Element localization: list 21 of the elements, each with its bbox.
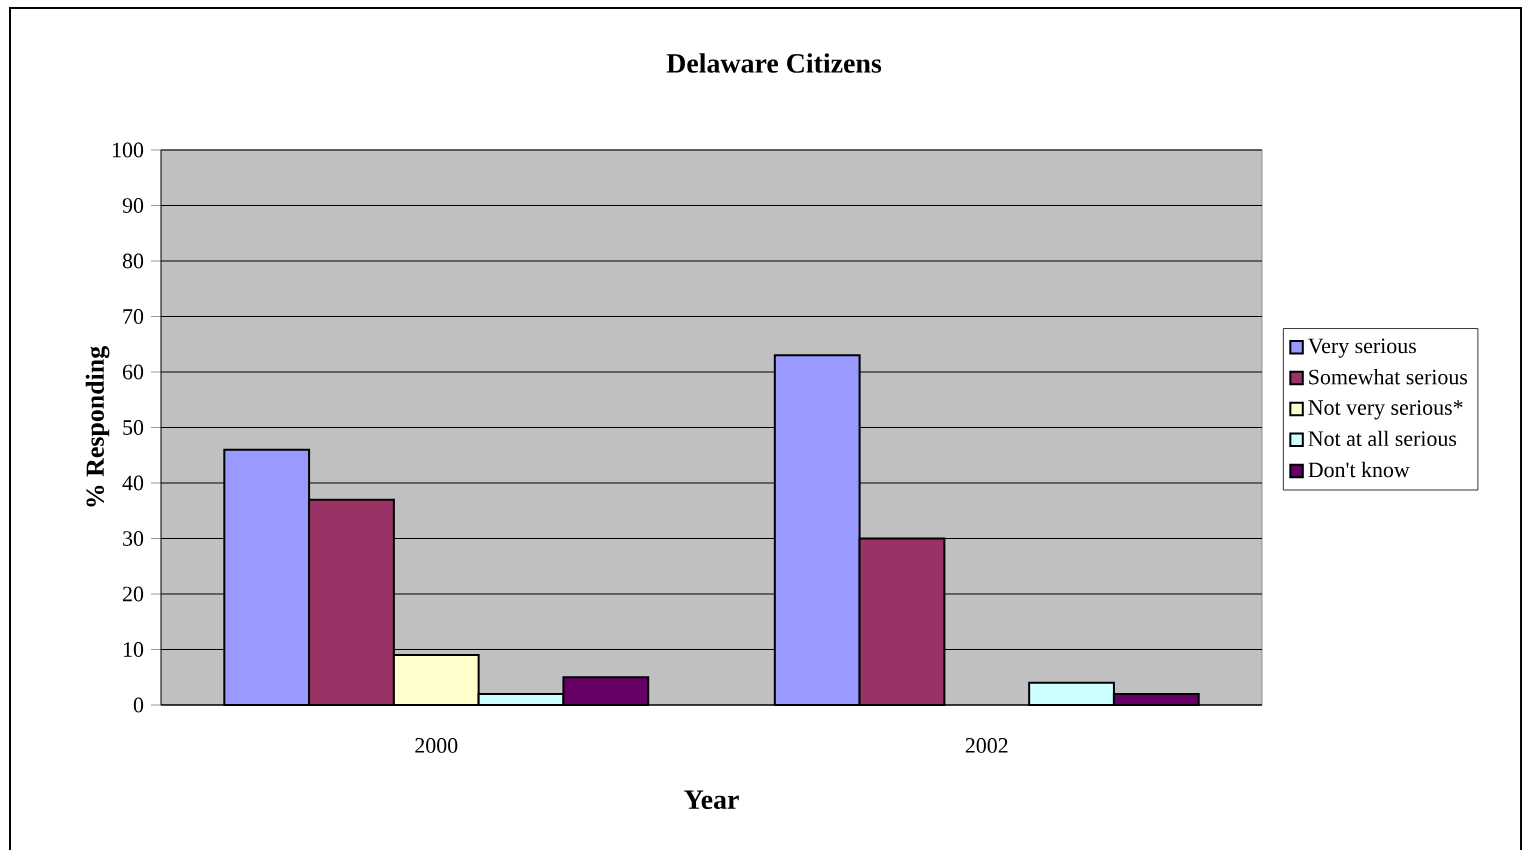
legend-label: Not at all serious [1308,430,1457,447]
y-tick-label: 20 [123,586,144,602]
chart-title: Delaware Citizens [666,53,882,73]
y-tick-label: 40 [122,475,144,491]
legend-label: Not very serious* [1308,400,1463,420]
y-tick-label: 100 [113,142,144,158]
legend-label: Somewhat serious [1309,369,1468,385]
legend-label: Very serious [1308,338,1416,358]
y-tick-label: 80 [122,253,144,269]
y-tick-label: 0 [133,697,144,713]
y-tick-label: 60 [122,364,144,380]
x-tick-label: 2002 [965,738,1008,753]
y-tick-label: 50 [123,420,144,435]
x-axis-title: Year [684,790,739,810]
y-tick-label: 90 [122,198,144,213]
y-tick-label: 30 [123,531,144,546]
y-tick-label: 10 [123,642,144,657]
y-axis-title: % Responding [85,346,110,507]
y-tick-label: 70 [123,309,144,324]
legend-label: Don't know [1308,461,1410,478]
x-tick-label: 2000 [415,738,458,753]
